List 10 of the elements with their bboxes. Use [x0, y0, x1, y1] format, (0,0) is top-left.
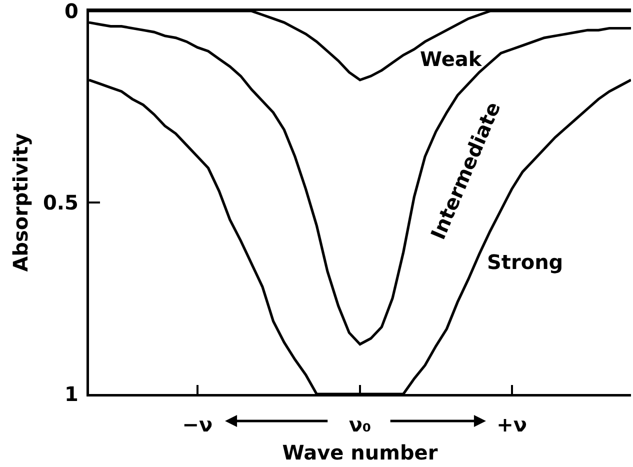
x-tick-label: ν₀: [348, 412, 372, 437]
series-label: Weak: [420, 47, 482, 71]
y-tick-label: 0: [64, 0, 78, 23]
x-tick-label: −ν: [182, 412, 213, 437]
y-axis-title: Absorptivity: [8, 133, 32, 272]
y-tick-label: 1: [64, 382, 78, 406]
series-label: Strong: [487, 250, 564, 274]
x-tick-label: +ν: [496, 412, 527, 437]
y-tick-label: 0.5: [42, 190, 78, 214]
x-axis-title: Wave number: [282, 440, 438, 464]
